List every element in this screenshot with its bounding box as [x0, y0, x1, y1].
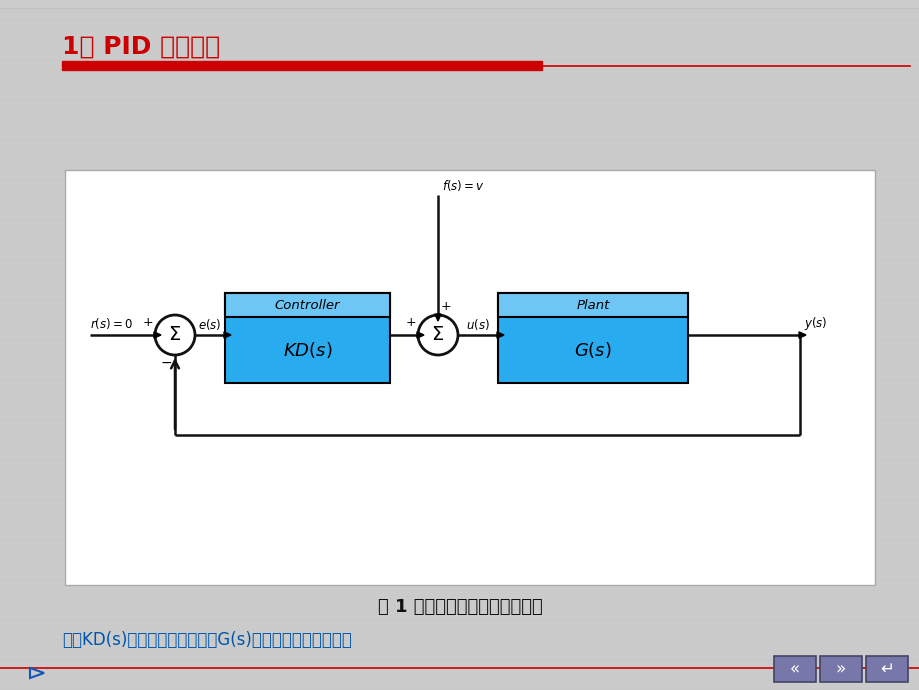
Bar — [65, 170, 874, 585]
Circle shape — [417, 315, 458, 355]
Text: Controller: Controller — [275, 299, 340, 311]
Text: −: − — [160, 356, 172, 370]
Text: +: + — [142, 316, 153, 329]
Text: 1、 PID 控制分析: 1、 PID 控制分析 — [62, 35, 220, 59]
Text: $\Sigma$: $\Sigma$ — [431, 324, 444, 344]
Text: «: « — [789, 660, 800, 678]
Text: +: + — [405, 316, 415, 329]
Text: Plant: Plant — [575, 299, 609, 311]
Polygon shape — [223, 332, 231, 338]
Text: $G(s)$: $G(s)$ — [573, 340, 611, 360]
Bar — [865, 656, 907, 682]
Bar — [497, 293, 687, 317]
Text: 图中KD(s)是控制器传递函数，G(s)是被控对象传递函数。: 图中KD(s)是控制器传递函数，G(s)是被控对象传递函数。 — [62, 631, 351, 649]
Polygon shape — [416, 332, 424, 338]
Text: $f(s)=v$: $f(s)=v$ — [441, 178, 484, 193]
Text: 图 1 直线一级倒立摯闭环系统图: 图 1 直线一级倒立摯闭环系统图 — [377, 598, 542, 616]
Text: $KD(s)$: $KD(s)$ — [282, 340, 332, 360]
Polygon shape — [798, 332, 805, 338]
Polygon shape — [496, 332, 504, 338]
Bar — [819, 656, 861, 682]
Circle shape — [154, 315, 195, 355]
Text: ↵: ↵ — [879, 660, 893, 678]
Text: $e(s)$: $e(s)$ — [198, 317, 221, 332]
Polygon shape — [435, 314, 441, 321]
Bar — [225, 293, 390, 317]
Text: $u(s)$: $u(s)$ — [466, 317, 489, 332]
Bar — [225, 293, 390, 383]
Polygon shape — [153, 332, 161, 338]
Text: $r(s)=0$: $r(s)=0$ — [90, 316, 133, 331]
Bar — [62, 61, 541, 70]
Bar — [497, 293, 687, 383]
Text: $y(s)$: $y(s)$ — [803, 315, 827, 332]
Bar — [773, 656, 815, 682]
Text: +: + — [440, 300, 451, 313]
Text: $\Sigma$: $\Sigma$ — [168, 324, 181, 344]
Text: »: » — [835, 660, 845, 678]
